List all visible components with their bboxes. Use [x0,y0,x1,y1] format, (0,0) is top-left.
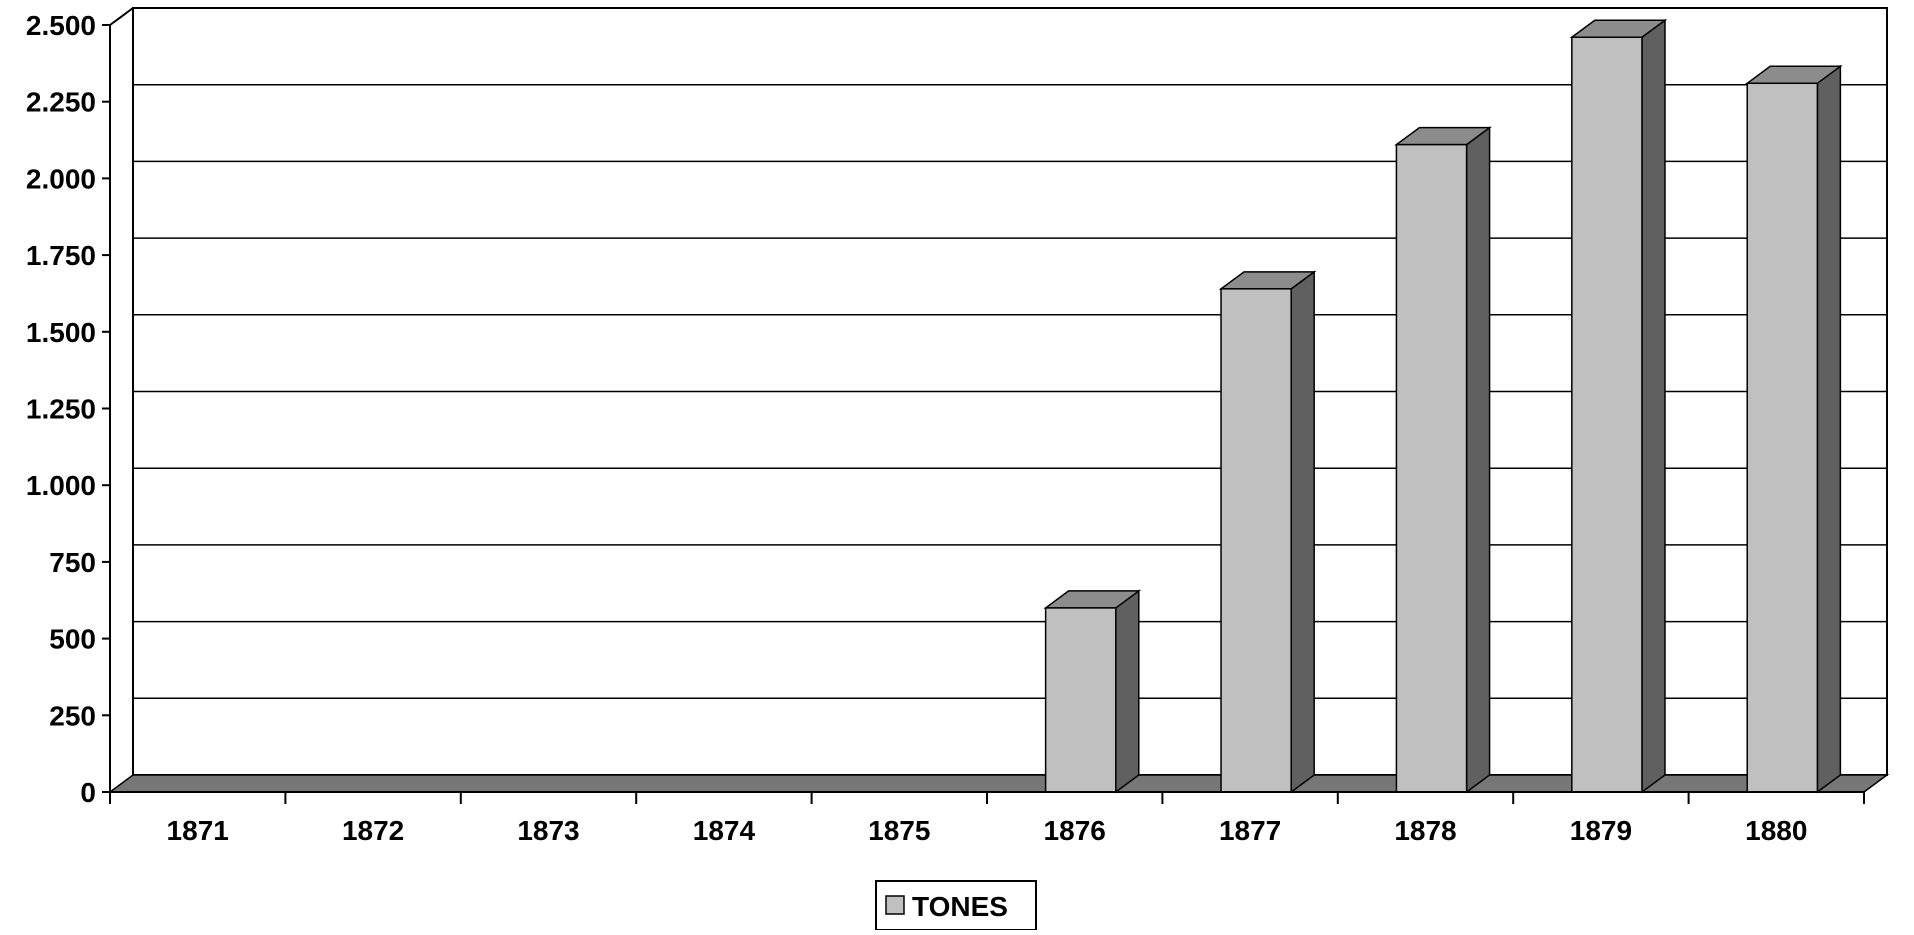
legend-swatch-icon [885,895,905,915]
x-tick-label-1873: 1873 [517,815,579,846]
x-tick-labels: 1871 1872 1873 1874 1875 1876 1877 1878 1879 1880 [167,815,1808,846]
axes [102,7,1865,804]
bar-1877 [1220,288,1292,793]
bar-side-1880 [1816,64,1842,794]
legend-label: TONES [912,891,1008,922]
bar-side-1879 [1641,18,1666,794]
y-tick-label-1: 250 [49,700,96,731]
x-tick-label-1880: 1880 [1745,815,1807,846]
bar-side-1876 [1115,589,1140,794]
bar-side-1877 [1290,270,1315,794]
x-tick-label-1877: 1877 [1219,815,1281,846]
y-tick-label-0: 0 [80,777,96,808]
y-tick-label-10: 2.500 [26,10,96,41]
y-tick-label-6: 1.500 [26,317,96,348]
x-tick-label-1872: 1872 [342,815,404,846]
y-tick-label-7: 1.750 [26,240,96,271]
y-tick-label-2: 500 [49,624,96,655]
y-tick-label-8: 2.000 [26,163,96,194]
y-tick-label-4: 1.000 [26,470,96,501]
x-tick-label-1875: 1875 [868,815,930,846]
bars [1043,18,1843,794]
bar-1876 [1044,607,1117,793]
legend: TONES [875,880,1037,931]
x-tick-label-1876: 1876 [1044,815,1106,846]
bar-1878 [1395,143,1468,793]
side-wall-top-edge [109,7,134,26]
y-tick-label-3: 750 [49,547,96,578]
x-tick-label-1878: 1878 [1394,815,1456,846]
y-tick-label-9: 2.250 [26,87,96,118]
bar-side-1878 [1465,126,1491,794]
y-tick-labels: 0 250 500 750 1.000 1.250 1.500 1.750 2.000 2.250… [26,10,96,808]
x-tick-label-1879: 1879 [1570,815,1632,846]
x-tick-label-1871: 1871 [167,815,229,846]
bar-1880 [1746,82,1819,793]
y-tick-label-5: 1.250 [26,394,96,425]
x-tick-label-1874: 1874 [693,815,756,846]
bar-1879 [1571,36,1643,793]
